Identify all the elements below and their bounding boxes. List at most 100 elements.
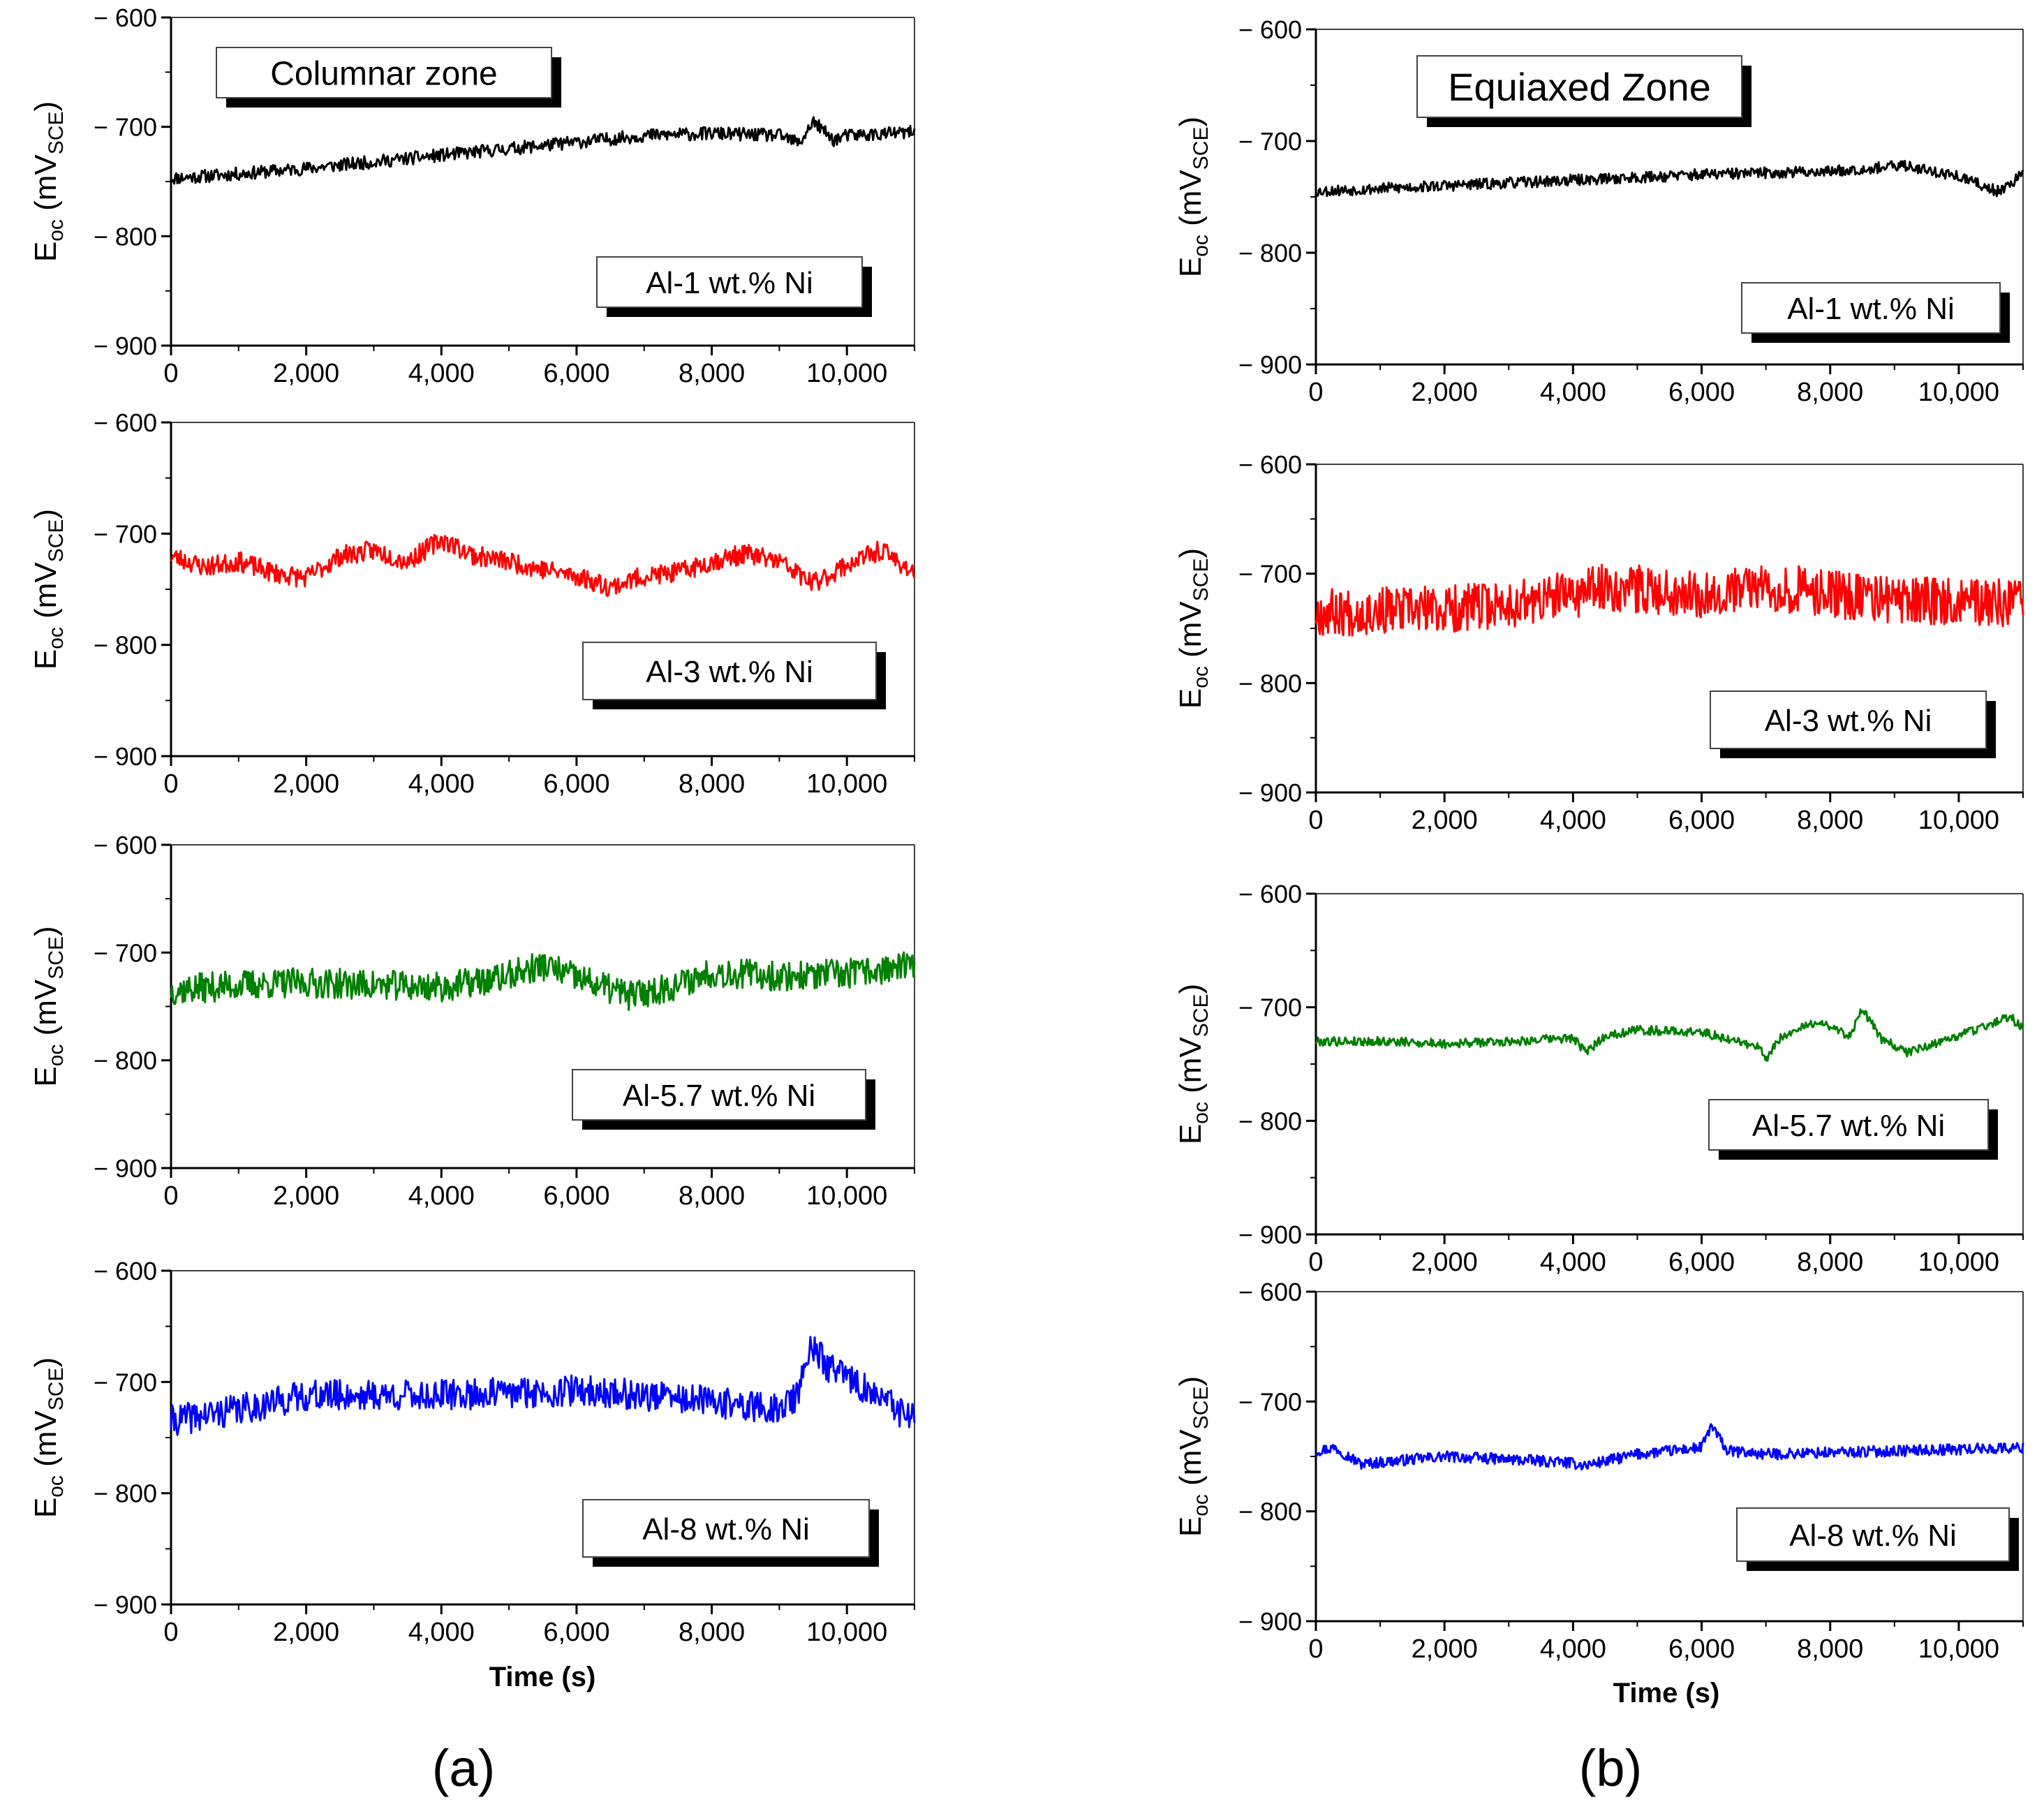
x-tick-label: 6,000 [543,1181,609,1211]
legend-b-1-text: Al-1 wt.% Ni [1787,292,1955,326]
legend-b-3-text: Al-5.7 wt.% Ni [1752,1109,1945,1143]
panel-label-a: (a) [432,1739,495,1797]
y-tick-label: − 900 [1238,778,1302,807]
y-tick-label: − 700 [94,938,157,967]
legend-b-2-text: Al-3 wt.% Ni [1765,704,1932,738]
legend-a-4-text: Al-8 wt.% Ni [642,1512,810,1546]
x-tick-label: 2,000 [1412,806,1478,835]
x-tick-label: 8,000 [679,769,745,799]
x-tick-label: 2,000 [273,1181,339,1211]
legend-a-2-box [582,642,877,700]
y-axis-label-part: (mV [29,562,63,628]
x-tick-label: 10,000 [806,359,887,388]
x-tick-label: 10,000 [1918,1634,1999,1664]
y-axis-label-part: SCE [1190,559,1213,602]
x-tick-label: 0 [1308,1248,1323,1277]
legend-b-1-box [1741,282,2001,334]
y-axis-label: Eoc (mVSCE) [1173,984,1213,1144]
x-tick-label: 10,000 [806,1618,887,1647]
series-line [170,951,916,1012]
y-axis-label-part: SCE [45,112,68,155]
y-tick-label: − 900 [94,1154,157,1183]
series-line [170,116,916,185]
y-axis-label-part: (mV [1173,1429,1208,1495]
y-axis-label-part: ) [1173,1376,1208,1387]
x-tick-label: 4,000 [408,1181,475,1211]
y-tick-label: − 800 [94,222,157,251]
y-axis-label-part: E [29,1498,63,1518]
y-tick-label: − 600 [1238,450,1302,479]
y-axis-label-part: oc [1190,1494,1213,1516]
x-tick-label: 2,000 [273,1618,339,1647]
y-axis-label-part: oc [1190,235,1213,257]
y-tick-label: − 600 [94,831,157,859]
y-tick-label: − 600 [1238,15,1302,44]
x-tick-label: 4,000 [1540,378,1606,407]
y-axis-label: Eoc (mVSCE) [1173,548,1213,709]
x-tick-label: 6,000 [1668,378,1735,407]
y-axis-label: Eoc (mVSCE) [29,101,68,262]
y-axis-label: Eoc (mVSCE) [29,1357,68,1518]
y-tick-label: − 800 [1238,239,1302,267]
y-axis-label-part: SCE [45,1368,68,1411]
series-line [1314,160,2024,198]
y-tick-label: − 700 [94,1368,157,1396]
legend-a-2-text: Al-3 wt.% Ni [646,655,813,689]
series-line [1314,1423,2024,1471]
zone-label-a-box [216,47,552,98]
x-tick-label: 10,000 [1918,806,1999,835]
y-axis-label: Eoc (mVSCE) [29,509,68,670]
y-tick-label: − 800 [94,1479,157,1508]
x-tick-label: 6,000 [543,1618,609,1647]
x-tick-label: 2,000 [1412,1248,1478,1277]
x-tick-label: 4,000 [408,769,475,799]
x-tick-label: 8,000 [1797,1248,1863,1277]
y-tick-label: − 700 [1238,1387,1302,1416]
y-tick-label: − 700 [94,519,157,548]
x-tick-label: 2,000 [273,359,339,388]
y-axis-label-part: oc [1190,1102,1213,1124]
x-tick-label: 2,000 [1412,378,1478,407]
y-tick-label: − 800 [94,631,157,660]
y-axis-label-part: E [1173,1124,1208,1144]
y-tick-label: − 600 [94,408,157,437]
x-tick-label: 4,000 [1540,806,1606,835]
y-axis-label-part: E [29,649,63,670]
x-tick-label: 0 [163,1618,178,1647]
y-axis-label-part: (mV [1173,170,1208,235]
legend-b-2-box [1710,691,1987,749]
panel-label-b: (b) [1579,1739,1642,1797]
x-tick-label: 4,000 [1540,1634,1606,1664]
y-tick-label: − 900 [1238,1220,1302,1249]
y-axis-label-part: SCE [1190,1387,1213,1430]
x-tick-label: 6,000 [543,769,609,799]
y-axis-label: Eoc (mVSCE) [1173,117,1213,277]
y-axis-label-part: ) [29,926,63,936]
x-tick-label: 2,000 [1412,1634,1478,1664]
y-tick-label: − 700 [94,113,157,142]
y-axis-label-part: ) [29,1357,63,1368]
legend-a-1-text: Al-1 wt.% Ni [646,266,813,300]
y-axis-label-part: ) [1173,117,1208,127]
y-tick-label: − 800 [1238,1498,1302,1526]
series-line [170,533,916,598]
x-tick-label: 4,000 [1540,1248,1606,1277]
zone-label-b-box [1416,55,1742,118]
y-axis-label-part: (mV [29,1410,63,1476]
y-axis-label-part: E [29,1066,63,1086]
y-tick-label: − 700 [1238,994,1302,1022]
y-tick-label: − 900 [94,742,157,771]
y-axis-label-part: oc [45,219,68,242]
x-tick-label: 6,000 [1668,1634,1735,1664]
y-axis-label-part: SCE [1190,994,1213,1038]
legend-a-4-box [582,1499,870,1558]
y-axis-label-part: (mV [1173,601,1208,667]
y-axis-label-part: E [29,242,63,262]
